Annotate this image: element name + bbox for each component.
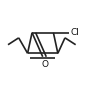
Text: O: O bbox=[41, 60, 48, 69]
Text: Cl: Cl bbox=[70, 28, 79, 37]
